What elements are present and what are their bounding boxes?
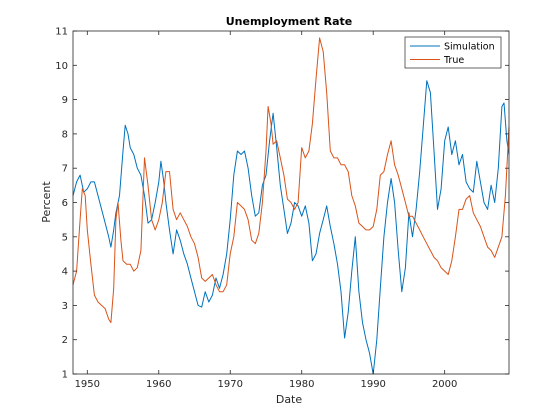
y-tick-label: 7	[62, 164, 68, 175]
y-tick-label: 6	[62, 198, 68, 209]
y-tick-label: 8	[62, 129, 68, 140]
series-layer	[72, 37, 510, 375]
x-tick-label: 1990	[360, 379, 385, 390]
y-axis-label: Percent	[40, 181, 53, 223]
x-tick-label: 2000	[432, 379, 457, 390]
legend-label-true: True	[443, 55, 464, 66]
y-tick-label: 10	[55, 61, 68, 72]
y-tick-label: 4	[62, 267, 68, 278]
y-tick-label: 1	[62, 370, 68, 381]
y-axis-ticks: 1 2 3 4 5 6 7 8 9 10 11	[55, 27, 509, 381]
legend-box	[404, 36, 502, 69]
chart-title: Unemployment Rate	[226, 15, 353, 28]
y-tick-label: 3	[62, 301, 68, 312]
y-tick-label: 9	[62, 95, 68, 106]
x-tick-label: 1960	[146, 379, 171, 390]
x-tick-label: 1970	[218, 379, 243, 390]
y-tick-label: 11	[55, 27, 68, 38]
y-tick-label: 2	[62, 335, 68, 346]
x-tick-label: 1950	[75, 379, 100, 390]
legend: Simulation True	[404, 36, 502, 69]
series-line-simulation	[72, 80, 510, 375]
series-line-true	[72, 37, 510, 324]
x-axis-ticks: 1950 1960 1970 1980 1990 2000	[75, 31, 457, 390]
y-tick-label: 5	[62, 232, 68, 243]
x-axis-label: Date	[276, 393, 303, 406]
x-tick-label: 1980	[289, 379, 314, 390]
legend-label-simulation: Simulation	[444, 42, 495, 53]
